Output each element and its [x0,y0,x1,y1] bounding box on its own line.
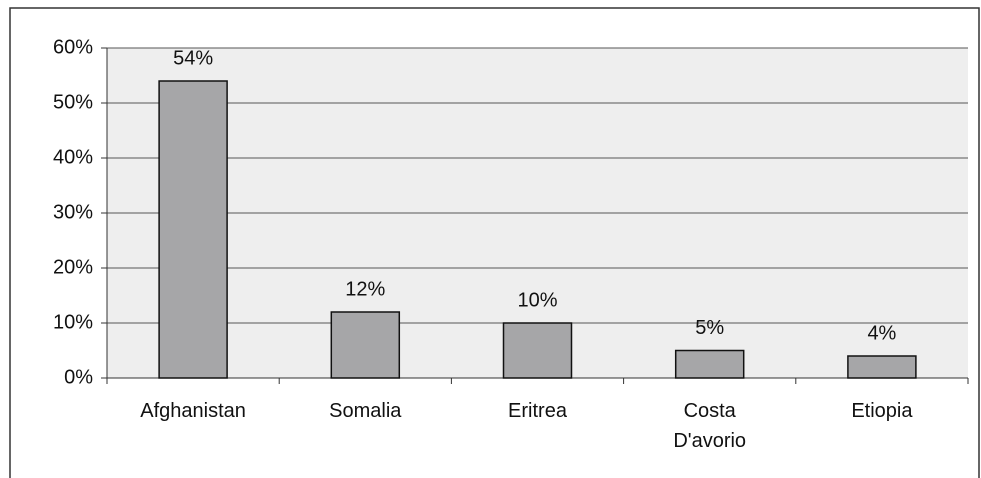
y-tick-label: 50% [53,91,93,113]
bar [330,311,401,379]
y-tick-label: 40% [53,146,93,168]
x-tick-label: Costa D'avorio [673,400,747,452]
y-tick-label: 30% [53,201,93,223]
x-tick-label: Eritrea [508,400,567,422]
y-tick-label: 10% [53,311,93,333]
x-tick-label: Afghanistan [140,400,246,422]
data-label: 10% [517,289,557,311]
data-label: 5% [695,317,724,339]
x-tick-label: Somalia [329,400,402,422]
y-tick-label: 0% [64,366,93,388]
bar [674,349,745,379]
data-label: 12% [345,278,385,300]
y-tick-label: 60% [53,36,93,58]
x-tick-label: Etiopia [851,400,913,422]
y-tick-label: 20% [53,256,93,278]
bar [847,355,917,379]
data-label: 54% [173,47,213,69]
data-label: 4% [867,322,896,344]
bar [502,322,573,379]
frame [9,7,980,478]
bar [158,80,228,379]
